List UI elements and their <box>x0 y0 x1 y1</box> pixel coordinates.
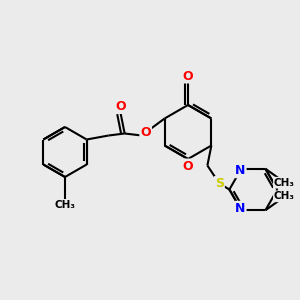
Text: O: O <box>183 160 193 172</box>
Text: S: S <box>215 177 224 190</box>
Text: O: O <box>183 70 193 83</box>
Text: N: N <box>235 164 246 177</box>
Text: CH₃: CH₃ <box>55 200 76 210</box>
Text: CH₃: CH₃ <box>274 191 295 201</box>
Text: CH₃: CH₃ <box>274 178 295 188</box>
Text: N: N <box>235 202 246 215</box>
Text: O: O <box>140 126 151 139</box>
Text: O: O <box>115 100 126 113</box>
